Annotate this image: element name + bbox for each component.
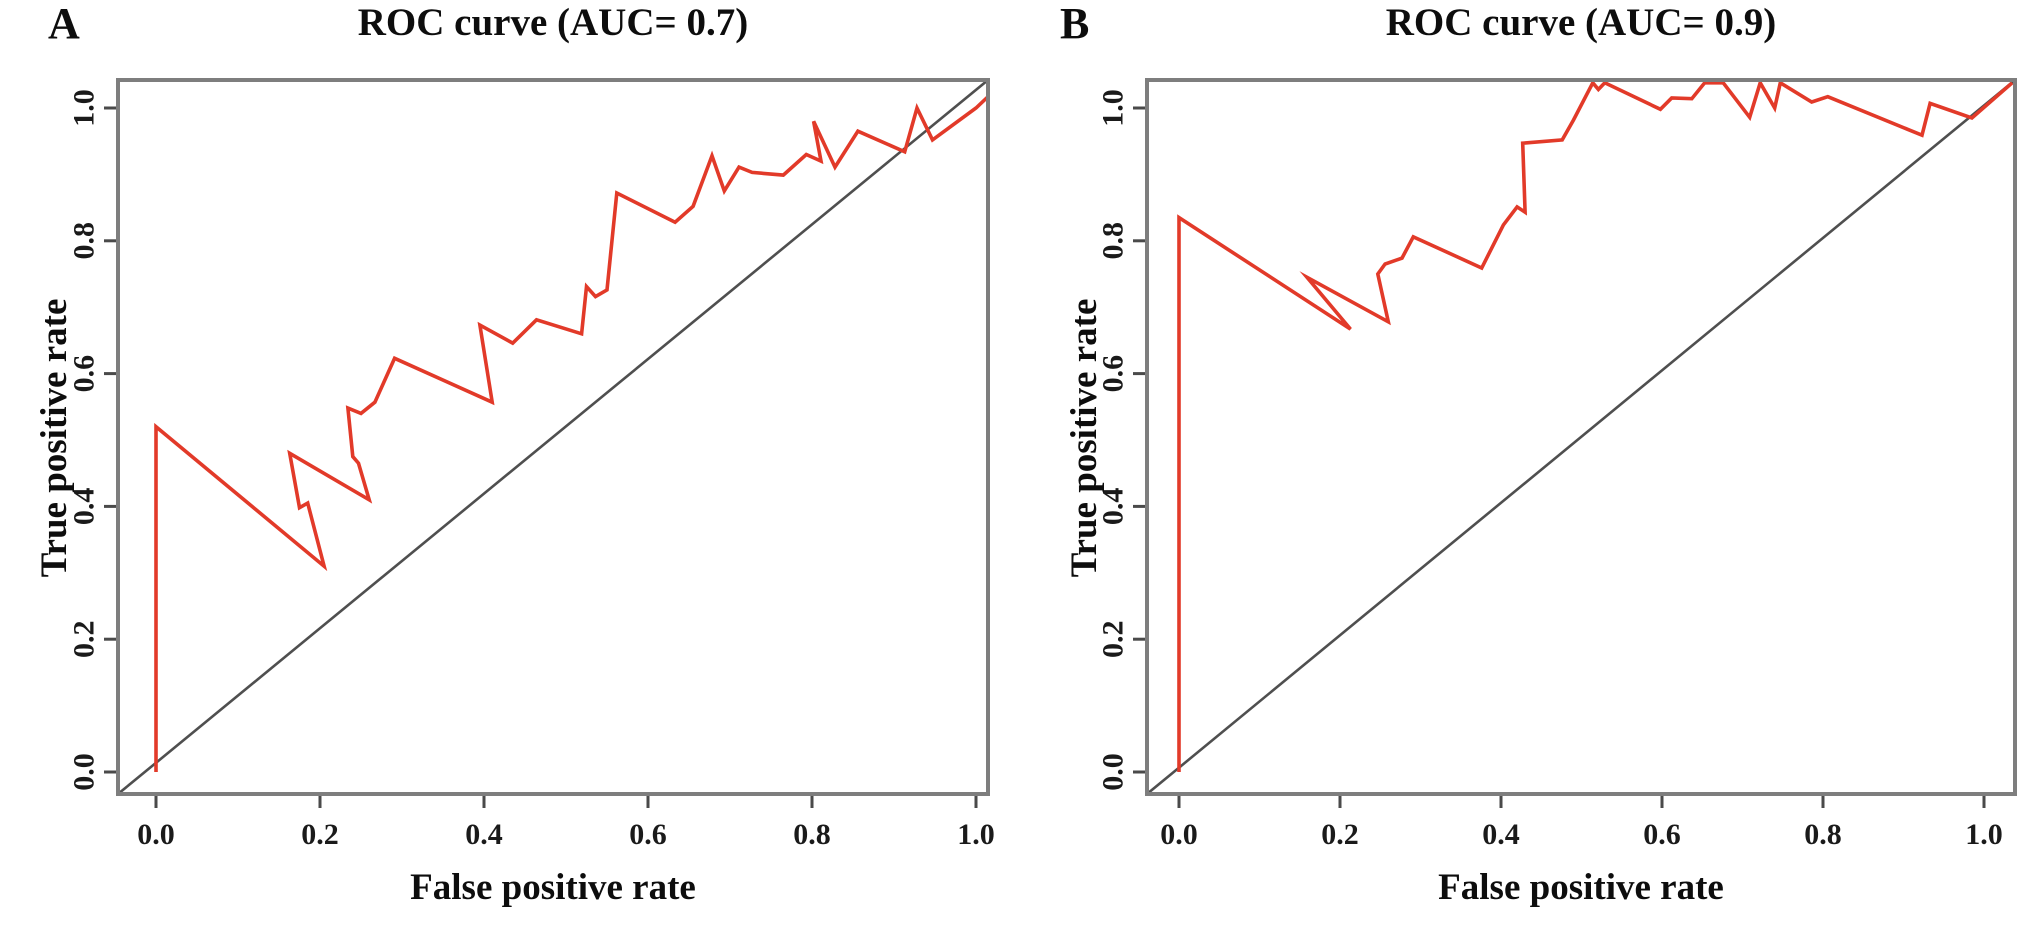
x-tick-label: 0.8 <box>793 818 831 851</box>
x-tick-label: 1.0 <box>1965 818 2003 851</box>
y-tick-label: 0.6 <box>68 355 101 393</box>
y-tick-label: 0.4 <box>68 488 101 526</box>
x-tick-label: 0.2 <box>301 818 339 851</box>
y-tick-label: 0.0 <box>68 753 101 791</box>
roc-curve-line <box>1177 82 2013 772</box>
plot-border-box <box>1145 78 2017 796</box>
y-tick-label: 0.0 <box>1097 753 1130 791</box>
x-tick-label: 0.6 <box>629 818 667 851</box>
panel-b-xlabel: False positive rate <box>1438 867 1724 908</box>
y-tick-label: 0.8 <box>68 222 101 259</box>
panel-a-corner-label: A <box>48 0 80 48</box>
roc-curve-line <box>154 96 986 772</box>
y-tick-label: 0.2 <box>68 620 101 658</box>
y-tick-label: 1.0 <box>68 89 101 127</box>
plot-border-box <box>116 78 990 796</box>
x-tick-label: 0.8 <box>1804 818 1842 851</box>
x-tick-label: 0.0 <box>137 818 175 851</box>
y-tick-label: 0.6 <box>1097 355 1130 393</box>
x-tick-label: 0.4 <box>1482 818 1520 851</box>
y-tick-label: 0.2 <box>1097 620 1130 658</box>
panel-a: A ROC curve (AUC= 0.7) 0.0 0.2 0.4 0.6 0.8 1.… <box>0 0 1015 930</box>
x-tick-label: 1.0 <box>957 818 995 851</box>
roc-plot-a: 0.0 0.2 0.4 0.6 0.8 1.0 0.0 0.2 0.4 0.6 0.8 1.0 <box>68 78 995 851</box>
x-tick-label: 0.4 <box>465 818 503 851</box>
panel-a-ylabel: True positive rate <box>34 298 75 578</box>
y-tick-label: 0.4 <box>1097 488 1130 526</box>
panel-b-ylabel: True positive rate <box>1064 298 1105 578</box>
x-tick-label: 0.6 <box>1643 818 1681 851</box>
panel-b-title: ROC curve (AUC= 0.9) <box>1385 1 1777 44</box>
panel-b-corner-label: B <box>1060 0 1090 48</box>
diagonal-reference-line <box>1149 82 2013 792</box>
y-tick-label: 1.0 <box>1097 89 1130 127</box>
y-tick-label: 0.8 <box>1097 222 1130 259</box>
x-tick-label: 0.0 <box>1160 818 1198 851</box>
roc-plot-b: 0.0 0.2 0.4 0.6 0.8 1.0 0.0 0.2 0.4 0.6 0.8 1.0 <box>1097 78 2017 851</box>
diagonal-reference-line <box>120 82 986 792</box>
panel-a-xlabel: False positive rate <box>410 867 696 908</box>
panel-a-title: ROC curve (AUC= 0.7) <box>357 1 749 44</box>
x-tick-label: 0.2 <box>1321 818 1359 851</box>
panel-b: B ROC curve (AUC= 0.9) 0.0 0.2 0.4 0.6 0.8 1.… <box>1015 0 2031 930</box>
